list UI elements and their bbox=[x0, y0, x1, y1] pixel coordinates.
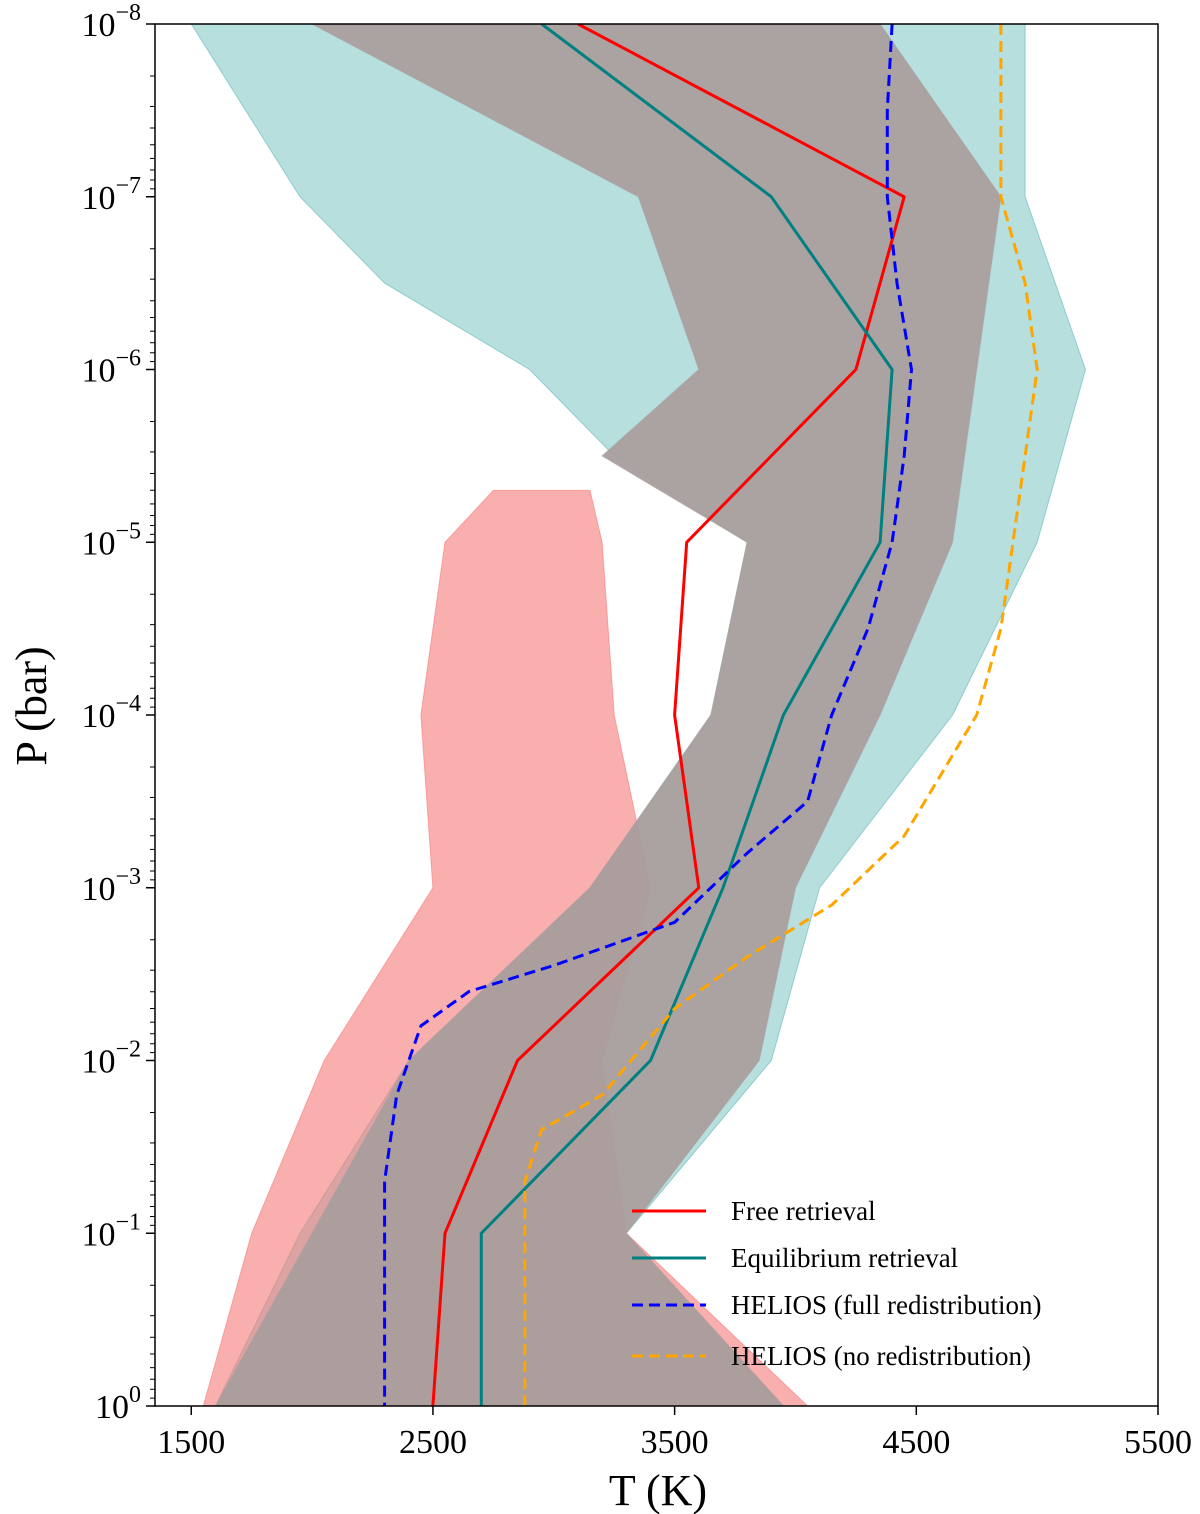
y-axis-label: P (bar) bbox=[7, 646, 56, 765]
y-tick-label: 10−7 bbox=[81, 173, 141, 217]
x-tick-label: 4500 bbox=[882, 1424, 950, 1461]
x-tick-label: 3500 bbox=[641, 1424, 709, 1461]
legend-label-0: Free retrieval bbox=[731, 1196, 876, 1226]
x-tick-label: 2500 bbox=[399, 1424, 467, 1461]
y-tick-label: 10−4 bbox=[81, 691, 141, 735]
y-tick-label: 100 bbox=[95, 1382, 141, 1426]
series-line-1 bbox=[479, 24, 894, 1406]
y-tick-label: 10−1 bbox=[81, 1209, 141, 1253]
legend-label-2: HELIOS (full redistribution) bbox=[731, 1290, 1041, 1320]
y-tick-label: 10−6 bbox=[81, 346, 141, 390]
band-2 bbox=[214, 24, 1002, 1406]
x-tick-label: 5500 bbox=[1124, 1424, 1192, 1461]
legend-label-1: Equilibrium retrieval bbox=[731, 1243, 958, 1273]
confidence-bands bbox=[190, 24, 1087, 1406]
profile-lines bbox=[383, 24, 1039, 1406]
x-axis-label: T (K) bbox=[609, 1466, 707, 1514]
series-line-3 bbox=[523, 24, 1039, 1406]
x-tick-label: 1500 bbox=[157, 1424, 225, 1461]
y-tick-label: 10−3 bbox=[81, 864, 141, 908]
y-tick-label: 10−8 bbox=[81, 0, 141, 44]
y-tick-label: 10−2 bbox=[81, 1037, 141, 1081]
legend-label-3: HELIOS (no redistribution) bbox=[731, 1341, 1031, 1371]
y-axis-ticks: 10−8 10−7 10−6 10−5 10−4 10−3 10−2 10−1 100 bbox=[81, 0, 155, 1426]
y-tick-label: 10−5 bbox=[81, 518, 141, 562]
legend: Free retrieval Equilibrium retrieval HELIO… bbox=[632, 1196, 1041, 1371]
series-line-2 bbox=[383, 24, 913, 1406]
series-line-0 bbox=[431, 24, 906, 1406]
x-axis-ticks: 1500 2500 3500 4500 5500 bbox=[157, 1406, 1192, 1461]
